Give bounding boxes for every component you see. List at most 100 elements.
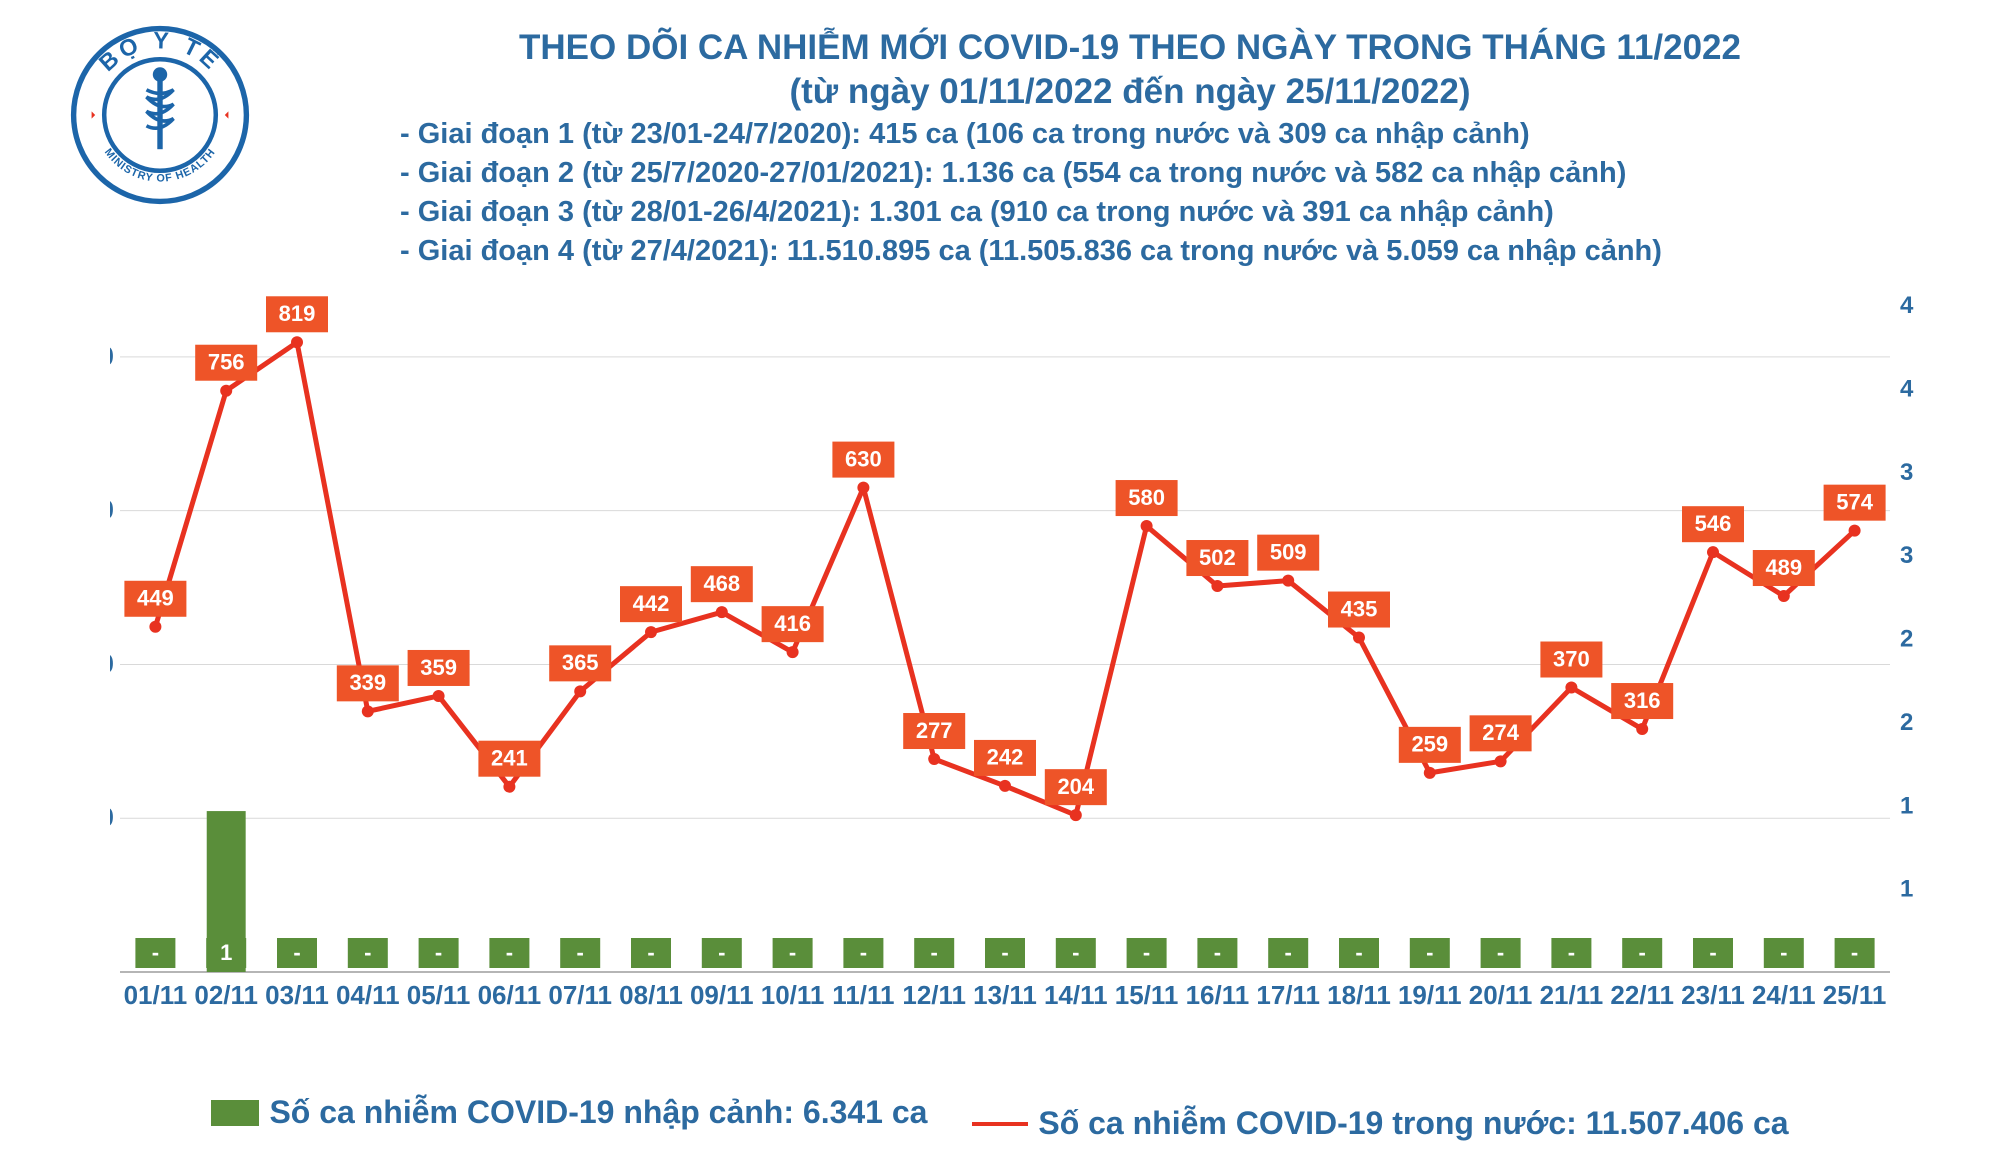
svg-text:24/11: 24/11: [1752, 980, 1816, 1010]
legend-line-label: Số ca nhiễm COVID-19 trong nước: 11.507.…: [1038, 1105, 1788, 1142]
svg-text:1: 1: [1900, 876, 1913, 903]
svg-text:442: 442: [633, 591, 670, 616]
svg-text:18/11: 18/11: [1327, 980, 1391, 1010]
phase-3: - Giai đoạn 3 (từ 28/01-26/4/2021): 1.30…: [400, 193, 1662, 232]
svg-text:19/11: 19/11: [1398, 980, 1462, 1010]
svg-text:08/11: 08/11: [619, 980, 683, 1010]
svg-text:-: -: [1355, 940, 1362, 965]
svg-text:2: 2: [1900, 709, 1913, 736]
svg-text:819: 819: [279, 301, 316, 326]
svg-text:13/11: 13/11: [973, 980, 1037, 1010]
legend-line: Số ca nhiễm COVID-19 trong nước: 11.507.…: [972, 1105, 1788, 1142]
svg-text:630: 630: [845, 446, 882, 471]
svg-text:241: 241: [491, 746, 528, 771]
svg-text:509: 509: [1270, 539, 1307, 564]
svg-text:204: 204: [1057, 774, 1094, 799]
svg-text:-: -: [506, 940, 513, 965]
svg-text:756: 756: [208, 350, 245, 375]
phase-2: - Giai đoạn 2 (từ 25/7/2020-27/01/2021):…: [400, 154, 1662, 193]
svg-text:23/11: 23/11: [1681, 980, 1745, 1010]
svg-text:-: -: [1780, 940, 1787, 965]
svg-text:-: -: [1851, 940, 1858, 965]
svg-text:468: 468: [703, 571, 740, 596]
legend: Số ca nhiễm COVID-19 nhập cảnh: 6.341 ca…: [0, 1094, 2000, 1142]
svg-text:502: 502: [1199, 545, 1236, 570]
svg-text:200: 200: [110, 802, 114, 832]
svg-text:2: 2: [1900, 626, 1913, 653]
svg-text:03/11: 03/11: [265, 980, 329, 1010]
chart-plot: 200 400 600 800 1 1 2 2 3 3 4 4 - 1 - - - - - - - - - - - - - - - - - -…: [110, 280, 1940, 1032]
svg-text:339: 339: [349, 670, 386, 695]
ministry-logo: BỘ Y TẾ MINISTRY OF HEALTH: [70, 25, 250, 205]
svg-text:359: 359: [420, 655, 457, 680]
svg-text:10/11: 10/11: [761, 980, 825, 1010]
legend-bar-swatch: [211, 1100, 259, 1126]
svg-text:546: 546: [1695, 511, 1732, 536]
svg-text:-: -: [718, 940, 725, 965]
svg-text:400: 400: [110, 648, 114, 678]
svg-text:02/11: 02/11: [194, 980, 258, 1010]
svg-text:1: 1: [1900, 792, 1913, 819]
svg-text:05/11: 05/11: [407, 980, 471, 1010]
svg-text:3: 3: [1900, 542, 1913, 569]
svg-text:416: 416: [774, 611, 811, 636]
svg-text:1: 1: [220, 940, 232, 965]
svg-text:-: -: [1072, 940, 1079, 965]
svg-text:277: 277: [916, 718, 953, 743]
svg-text:-: -: [364, 940, 371, 965]
phase-list: - Giai đoạn 1 (từ 23/01-24/7/2020): 415 …: [400, 115, 1662, 272]
svg-text:09/11: 09/11: [690, 980, 754, 1010]
svg-text:449: 449: [137, 586, 174, 611]
svg-text:-: -: [1639, 940, 1646, 965]
svg-text:-: -: [435, 940, 442, 965]
chart-container: BỘ Y TẾ MINISTRY OF HEALTH THEO DÕI CA N…: [0, 0, 2000, 1152]
svg-text:800: 800: [110, 341, 114, 371]
legend-line-swatch: [972, 1122, 1028, 1126]
svg-text:-: -: [1143, 940, 1150, 965]
svg-text:370: 370: [1553, 646, 1590, 671]
svg-text:259: 259: [1411, 732, 1448, 757]
svg-text:-: -: [931, 940, 938, 965]
svg-text:12/11: 12/11: [902, 980, 966, 1010]
svg-text:-: -: [1285, 940, 1292, 965]
svg-text:-: -: [1001, 940, 1008, 965]
svg-text:21/11: 21/11: [1540, 980, 1604, 1010]
svg-text:-: -: [1568, 940, 1575, 965]
svg-text:-: -: [647, 940, 654, 965]
svg-text:316: 316: [1624, 688, 1661, 713]
phase-4: - Giai đoạn 4 (từ 27/4/2021): 11.510.895…: [400, 232, 1662, 271]
svg-text:574: 574: [1836, 489, 1873, 514]
svg-text:-: -: [1497, 940, 1504, 965]
svg-text:-: -: [1214, 940, 1221, 965]
phase-1: - Giai đoạn 1 (từ 23/01-24/7/2020): 415 …: [400, 115, 1662, 154]
svg-text:07/11: 07/11: [548, 980, 612, 1010]
svg-text:600: 600: [110, 495, 114, 525]
svg-text:-: -: [1426, 940, 1433, 965]
svg-text:11/11: 11/11: [832, 980, 894, 1010]
svg-text:20/11: 20/11: [1469, 980, 1533, 1010]
svg-text:-: -: [577, 940, 584, 965]
svg-text:14/11: 14/11: [1044, 980, 1108, 1010]
title-line-2: (từ ngày 01/11/2022 đến ngày 25/11/2022): [320, 72, 1940, 112]
svg-text:489: 489: [1765, 555, 1802, 580]
svg-text:274: 274: [1482, 720, 1519, 745]
svg-text:-: -: [293, 940, 300, 965]
title-line-1: THEO DÕI CA NHIỄM MỚI COVID-19 THEO NGÀY…: [320, 28, 1940, 68]
svg-text:242: 242: [987, 745, 1024, 770]
svg-text:-: -: [152, 940, 159, 965]
svg-text:580: 580: [1128, 485, 1165, 510]
legend-bar: Số ca nhiễm COVID-19 nhập cảnh: 6.341 ca: [211, 1094, 927, 1131]
svg-text:4: 4: [1900, 292, 1914, 319]
chart-title: THEO DÕI CA NHIỄM MỚI COVID-19 THEO NGÀY…: [320, 28, 1940, 112]
svg-text:22/11: 22/11: [1610, 980, 1674, 1010]
svg-text:01/11: 01/11: [124, 980, 188, 1010]
svg-text:-: -: [860, 940, 867, 965]
svg-text:06/11: 06/11: [478, 980, 542, 1010]
svg-text:04/11: 04/11: [336, 980, 400, 1010]
legend-bar-label: Số ca nhiễm COVID-19 nhập cảnh: 6.341 ca: [269, 1094, 927, 1131]
svg-text:3: 3: [1900, 459, 1913, 486]
svg-text:4: 4: [1900, 375, 1914, 402]
svg-text:17/11: 17/11: [1256, 980, 1320, 1010]
svg-text:-: -: [789, 940, 796, 965]
svg-text:25/11: 25/11: [1823, 980, 1887, 1010]
